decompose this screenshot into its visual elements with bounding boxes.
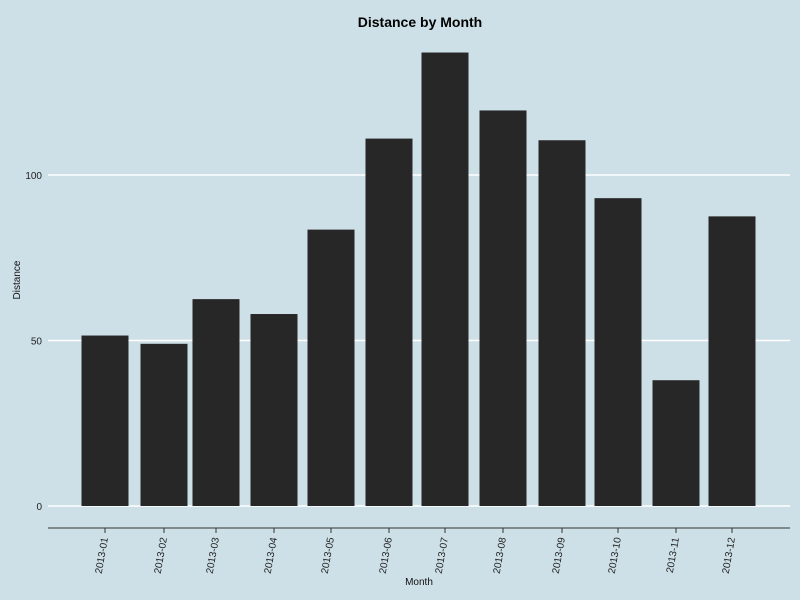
bar-2013-05 xyxy=(307,229,355,507)
x-axis-label: Month xyxy=(405,577,433,588)
x-tick-label: 2013-04 xyxy=(263,536,280,574)
x-tick-label: 2013-07 xyxy=(434,536,451,574)
chart-title: Distance by Month xyxy=(358,14,482,30)
x-tick-label: 2013-03 xyxy=(205,536,222,574)
x-tick-label: 2013-11 xyxy=(665,536,682,574)
bar-2013-01 xyxy=(81,335,129,506)
x-tick-label: 2013-02 xyxy=(153,536,170,574)
x-tick-label: 2013-01 xyxy=(94,536,111,574)
x-tick-label: 2013-12 xyxy=(721,536,738,574)
bar-2013-04 xyxy=(250,314,298,506)
bar-2013-07 xyxy=(421,52,469,506)
bar-2013-12 xyxy=(708,216,756,506)
y-tick-label: 100 xyxy=(25,171,42,182)
bar-2013-09 xyxy=(538,140,586,506)
x-tick-label: 2013-09 xyxy=(551,536,568,574)
bar-2013-06 xyxy=(365,138,413,506)
y-tick-label: 0 xyxy=(36,502,42,513)
y-tick-layer: 0 50 100 xyxy=(25,171,42,513)
x-tick-label: 2013-08 xyxy=(492,536,509,574)
x-tick-label: 2013-05 xyxy=(320,536,337,574)
y-axis-label: Distance xyxy=(12,260,23,299)
bar-2013-03 xyxy=(192,299,240,506)
bar-2013-02 xyxy=(140,343,188,506)
x-tick-layer: 2013-01 2013-02 2013-03 2013-04 2013-05 2013-… xyxy=(94,528,738,575)
bar-2013-08 xyxy=(479,110,527,506)
bar-layer xyxy=(81,52,756,507)
bar-2013-11 xyxy=(652,380,700,506)
x-tick-label: 2013-10 xyxy=(607,536,624,574)
y-tick-label: 50 xyxy=(31,337,43,348)
x-tick-label: 2013-06 xyxy=(378,536,395,574)
bar-2013-10 xyxy=(594,198,642,507)
